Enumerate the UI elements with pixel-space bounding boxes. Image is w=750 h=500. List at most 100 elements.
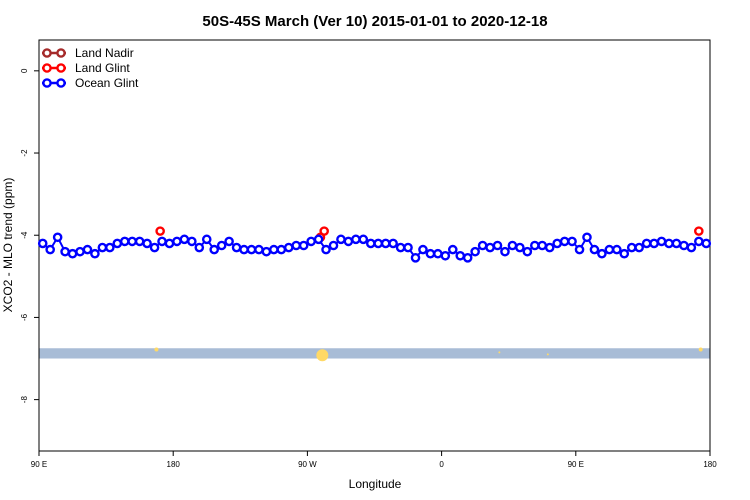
x-tick-label: 0 bbox=[439, 460, 444, 469]
x-tick-label: 90 E bbox=[568, 460, 584, 469]
data-point-ocean-glint bbox=[75, 246, 85, 257]
data-point-ocean-glint bbox=[201, 234, 212, 245]
land-marker bbox=[698, 347, 703, 352]
data-point-ocean-glint bbox=[321, 244, 331, 255]
data-point-ocean-glint bbox=[529, 240, 540, 251]
data-point-ocean-glint bbox=[187, 236, 197, 247]
legend-marker bbox=[42, 48, 52, 58]
x-axis-label: Longitude bbox=[349, 477, 402, 491]
data-point-ocean-glint bbox=[425, 248, 436, 259]
data-point-ocean-glint bbox=[194, 242, 205, 253]
data-point-ocean-glint bbox=[440, 250, 451, 261]
data-point-ocean-glint bbox=[500, 246, 510, 257]
chart-title: 50S-45S March (Ver 10) 2015-01-01 to 202… bbox=[202, 13, 547, 30]
data-point-ocean-glint bbox=[567, 236, 577, 247]
y-tick-label: -4 bbox=[20, 231, 29, 239]
data-point-ocean-glint bbox=[433, 248, 443, 259]
data-point-ocean-glint bbox=[97, 242, 108, 253]
data-point-ocean-glint bbox=[276, 244, 287, 255]
data-point-ocean-glint bbox=[224, 236, 234, 247]
data-point-ocean-glint bbox=[328, 240, 339, 251]
data-point-ocean-glint bbox=[343, 236, 354, 247]
data-point-ocean-glint bbox=[388, 238, 398, 249]
data-point-ocean-glint bbox=[574, 244, 585, 255]
data-point-ocean-glint bbox=[90, 248, 100, 259]
land-band bbox=[39, 348, 710, 359]
y-tick-label: 0 bbox=[20, 68, 29, 73]
data-point-ocean-glint bbox=[298, 240, 309, 251]
data-point-ocean-glint bbox=[134, 236, 145, 247]
data-point-ocean-glint bbox=[537, 240, 548, 251]
data-point-ocean-glint bbox=[336, 234, 346, 245]
land-marker bbox=[154, 347, 159, 352]
x-tick-label: 180 bbox=[167, 460, 181, 469]
data-point-ocean-glint bbox=[45, 244, 55, 255]
legend-marker bbox=[42, 78, 52, 88]
data-point-ocean-glint bbox=[462, 253, 473, 263]
data-point-ocean-glint bbox=[477, 240, 488, 251]
data-point-ocean-glint bbox=[679, 240, 689, 251]
data-point-ocean-glint bbox=[52, 232, 63, 243]
data-point-ocean-glint bbox=[127, 236, 137, 247]
legend-label: Land Nadir bbox=[75, 46, 134, 60]
data-point-ocean-glint bbox=[604, 244, 615, 255]
land-marker bbox=[498, 351, 501, 354]
data-point-ocean-glint bbox=[179, 234, 190, 245]
data-point-ocean-glint bbox=[82, 244, 93, 255]
data-point-land-glint bbox=[319, 226, 329, 236]
data-point-ocean-glint bbox=[485, 242, 495, 253]
data-point-ocean-glint bbox=[209, 244, 220, 255]
data-point-ocean-glint bbox=[157, 236, 167, 247]
data-point-ocean-glint bbox=[410, 253, 421, 263]
data-point-ocean-glint bbox=[283, 242, 294, 253]
data-point-ocean-glint bbox=[231, 242, 242, 253]
data-point-ocean-glint bbox=[246, 244, 257, 255]
data-point-land-glint bbox=[694, 226, 704, 236]
data-point-ocean-glint bbox=[105, 242, 115, 253]
data-point-ocean-glint bbox=[358, 234, 369, 245]
data-point-ocean-glint bbox=[172, 236, 182, 247]
data-point-ocean-glint bbox=[447, 244, 458, 255]
data-point-ocean-glint bbox=[589, 244, 600, 255]
legend-label: Ocean Glint bbox=[75, 76, 139, 90]
data-point-ocean-glint bbox=[291, 240, 302, 251]
data-point-ocean-glint bbox=[142, 238, 152, 249]
data-point-ocean-glint bbox=[164, 238, 175, 249]
data-point-ocean-glint bbox=[269, 244, 279, 255]
data-point-ocean-glint bbox=[544, 242, 555, 253]
y-axis-label: XCO2 - MLO trend (ppm) bbox=[1, 178, 15, 313]
data-point-ocean-glint bbox=[507, 240, 518, 251]
data-point-ocean-glint bbox=[515, 242, 525, 253]
data-point-land-glint bbox=[155, 226, 165, 236]
data-point-ocean-glint bbox=[582, 232, 592, 243]
data-point-ocean-glint bbox=[597, 248, 607, 259]
data-point-ocean-glint bbox=[60, 246, 70, 257]
data-point-ocean-glint bbox=[149, 242, 160, 253]
data-point-ocean-glint bbox=[112, 238, 123, 249]
data-point-ocean-glint bbox=[395, 242, 406, 253]
data-point-ocean-glint bbox=[37, 238, 48, 249]
data-point-ocean-glint bbox=[522, 246, 533, 257]
land-marker bbox=[546, 353, 549, 356]
plot-area: 90 E 180 90 W 0 90 E 180 0 -2 -4 -6 -8 bbox=[20, 39, 717, 469]
data-point-ocean-glint bbox=[634, 242, 644, 253]
data-point-ocean-glint bbox=[626, 242, 637, 253]
data-point-ocean-glint bbox=[649, 238, 659, 249]
data-point-ocean-glint bbox=[418, 244, 428, 255]
legend-marker bbox=[56, 63, 66, 73]
data-point-ocean-glint bbox=[254, 244, 264, 255]
data-point-ocean-glint bbox=[365, 238, 376, 249]
y-tick-label: -2 bbox=[20, 149, 29, 157]
data-point-ocean-glint bbox=[306, 236, 316, 247]
data-point-ocean-glint bbox=[701, 238, 712, 249]
data-point-ocean-glint bbox=[119, 236, 130, 247]
data-point-ocean-glint bbox=[619, 248, 630, 259]
data-point-ocean-glint bbox=[351, 234, 361, 245]
data-point-ocean-glint bbox=[67, 248, 78, 259]
data-point-ocean-glint bbox=[686, 242, 697, 253]
data-point-ocean-glint bbox=[641, 238, 652, 249]
data-point-ocean-glint bbox=[694, 236, 704, 247]
y-tick-label: -8 bbox=[20, 396, 29, 404]
